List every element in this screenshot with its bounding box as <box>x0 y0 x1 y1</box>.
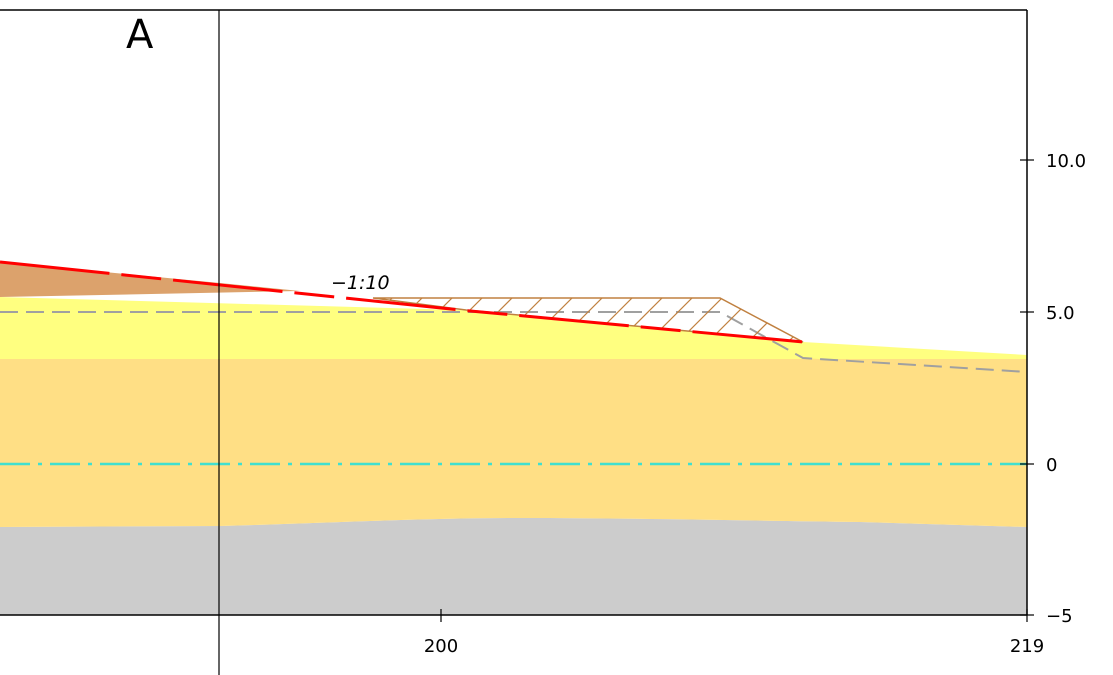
x-tick-label: 219 <box>1010 636 1044 657</box>
y-tick-label: 10.0 <box>1046 151 1086 172</box>
slope-annotation: −1:10 <box>331 272 390 294</box>
design-line <box>0 260 804 344</box>
plot-area <box>0 260 1027 615</box>
x-axis: 200 219 <box>424 609 1044 657</box>
bedrock-layer <box>0 518 1027 615</box>
sand-layer-upper <box>0 297 1027 359</box>
sand-layer-lower <box>0 355 1027 527</box>
y-tick-label: −5 <box>1046 606 1073 627</box>
section-label: A <box>126 12 154 58</box>
y-axis: 10.0 5.0 0 −5 <box>1020 151 1086 627</box>
x-tick-label: 200 <box>424 636 458 657</box>
y-tick-label: 0 <box>1046 455 1057 476</box>
existing-ground-line <box>0 311 1027 373</box>
y-tick-label: 5.0 <box>1046 303 1075 324</box>
